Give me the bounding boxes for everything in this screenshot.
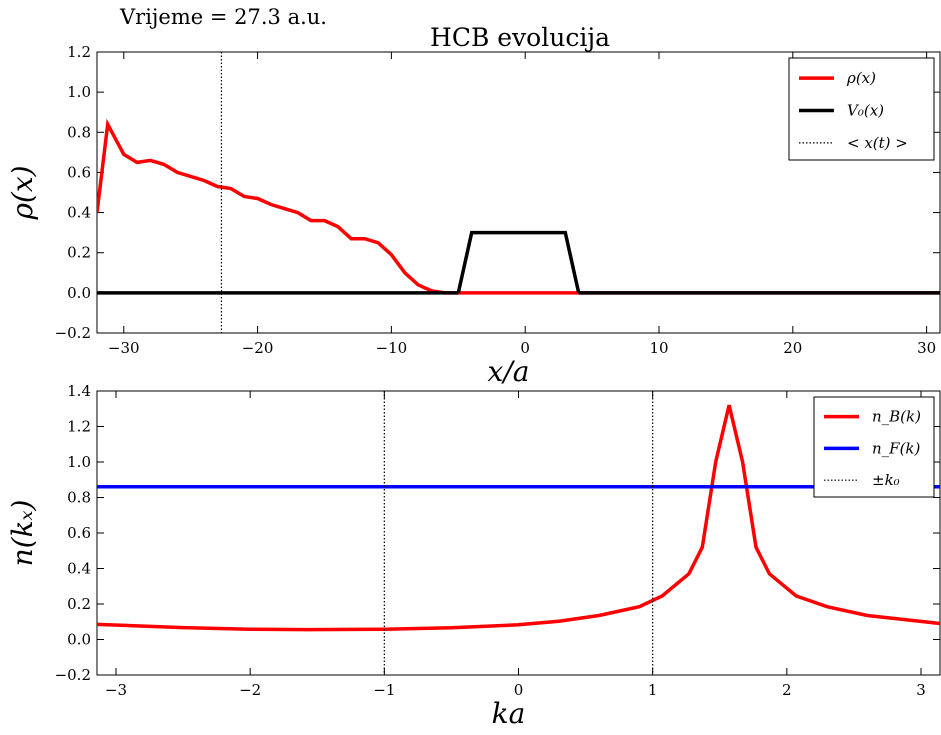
x-tick-label: 30	[917, 339, 936, 357]
x-tick-label: −1	[373, 681, 395, 699]
legend-label: n_B(k)	[872, 408, 921, 426]
series-layer	[97, 52, 940, 333]
x-tick-label: −20	[242, 339, 274, 357]
x-axis-label: x/a	[488, 355, 530, 388]
figure-title: HCB evolucija	[430, 23, 610, 52]
legend: n_B(k) n_F(k) ±k₀	[813, 396, 935, 498]
x-tick-label: −10	[376, 339, 408, 357]
x-tick-label: 2	[782, 681, 792, 699]
y-tick-label: 1.0	[67, 83, 91, 101]
y-tick-label: −0.2	[55, 324, 91, 342]
series-line-0	[97, 118, 940, 295]
legend: ρ(x) V₀(x) < x(t) >	[788, 57, 935, 161]
x-tick-label: 0	[514, 681, 524, 699]
x-tick-label: −30	[108, 339, 140, 357]
x-tick-label: −2	[239, 681, 261, 699]
series-line-0	[97, 404, 940, 632]
y-tick-label: 1.2	[67, 43, 91, 61]
x-tick-label: 1	[648, 681, 658, 699]
density-plot: −30 −20 −10 0 10 20 30 −0.2 0.0 0.2 0.4 0.6 0.8 1.0 1.…	[6, 43, 941, 388]
x-tick-label: 3	[916, 681, 926, 699]
y-tick-label: 0.8	[67, 123, 91, 141]
y-axis-label: ρ(x)	[6, 165, 39, 220]
legend-label: < x(t) >	[847, 134, 908, 152]
y-tick-label: 0.6	[67, 524, 91, 542]
x-axis-label: ka	[492, 697, 526, 730]
y-tick-label: 0.6	[67, 163, 91, 181]
legend-label: ±k₀	[872, 471, 900, 489]
y-tick-label: 1.4	[67, 382, 91, 400]
x-tick-label: 20	[783, 339, 802, 357]
y-tick-label: 1.0	[67, 453, 91, 471]
y-tick-label: 0.4	[67, 560, 91, 578]
series-line-1	[456, 230, 581, 294]
y-tick-label: 0.0	[67, 631, 91, 649]
x-tick-label: 0	[520, 339, 530, 357]
series-layer	[97, 391, 940, 675]
momentum-plot: −3 −2 −1 0 1 2 3 −0.2 0.0 0.2 0.4 0.6 0.8 1.0 1.2 1.4 ka…	[6, 382, 941, 730]
legend-label: n_F(k)	[872, 439, 921, 457]
x-tick-label: 10	[649, 339, 668, 357]
y-tick-label: 0.2	[67, 244, 91, 262]
x-tick-label: −3	[105, 681, 127, 699]
legend-label: V₀(x)	[847, 101, 884, 119]
time-label: Vrijeme = 27.3 a.u.	[119, 5, 327, 29]
legend-label: ρ(x)	[846, 69, 876, 87]
y-tick-label: 0.4	[67, 204, 91, 222]
y-tick-label: 1.2	[67, 418, 91, 436]
y-tick-label: 0.2	[67, 595, 91, 613]
y-tick-label: −0.2	[55, 666, 91, 684]
y-tick-label: 0.0	[67, 284, 91, 302]
y-axis-label: n(kₓ)	[6, 500, 39, 567]
y-tick-label: 0.8	[67, 489, 91, 507]
